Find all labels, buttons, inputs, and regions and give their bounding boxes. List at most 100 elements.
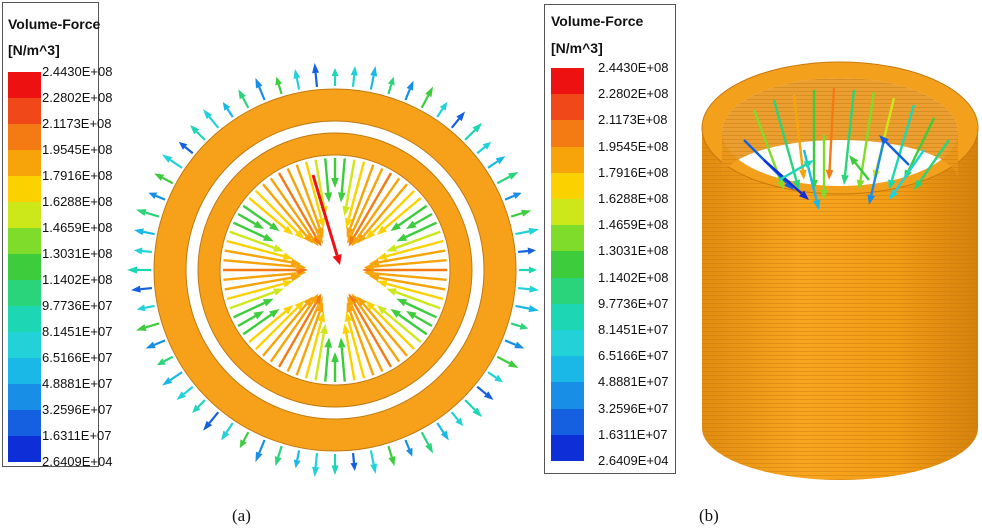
cylinder-vector-head	[914, 179, 923, 190]
inner-vector-shaft	[378, 249, 446, 264]
legend-tick-label: 1.9545E+08	[42, 142, 113, 157]
outer-vector-head	[148, 192, 158, 200]
outer-vector-shaft	[169, 159, 183, 169]
outer-vector-shaft	[515, 304, 530, 310]
inner-vector-shaft	[356, 301, 401, 363]
peak-vector-head	[332, 254, 342, 265]
legend-tick-label: 4.8881E+07	[598, 374, 669, 390]
outer-vector-shaft	[476, 385, 487, 395]
cylinder-vector-head	[799, 169, 807, 180]
outer-vector-shaft	[141, 249, 152, 254]
outer-vector-shaft	[184, 146, 194, 155]
legend-tick-label: 1.7916E+08	[598, 164, 669, 180]
outer-vector-head	[156, 358, 166, 366]
outer-vector-shaft	[496, 355, 511, 365]
inner-vector-head	[253, 220, 264, 229]
inner-vector-shaft	[347, 161, 366, 220]
inner-vector-shaft	[345, 159, 356, 207]
legend-tick-label: 3.2596E+07	[42, 402, 113, 417]
outer-vector-shaft	[487, 160, 499, 169]
outer-vector-head	[221, 430, 230, 441]
inner-vector-shaft	[314, 159, 325, 207]
inner-vector-shaft	[248, 197, 287, 230]
legend-tick-label: 1.4659E+08	[42, 220, 113, 235]
inner-vector-shaft	[352, 172, 393, 239]
legend-tick-label: 4.8881E+07	[42, 376, 113, 391]
inner-vector-head	[390, 308, 401, 318]
inner-vector-head	[309, 293, 319, 305]
legend-swatch	[551, 199, 584, 226]
inner-vector-shaft	[229, 230, 275, 250]
legend-swatch	[8, 124, 41, 150]
inner-vector-head	[342, 323, 350, 335]
inner-vector-head	[262, 233, 274, 242]
inner-vector-head	[331, 352, 339, 362]
inner-vector-shaft	[232, 301, 266, 319]
inner-vector-shaft	[242, 313, 272, 336]
legend-swatch	[8, 150, 41, 176]
cylinder-vector-shaft	[843, 89, 856, 176]
outer-vector-head	[255, 451, 263, 463]
outer-vector-shaft	[464, 399, 476, 411]
legend-tick-label: 1.7916E+08	[42, 168, 113, 183]
outer-vector-head	[162, 377, 173, 386]
inner-vector-head	[269, 222, 280, 232]
legend-title-a: Volume-Force	[8, 16, 101, 32]
legend-swatch	[551, 277, 584, 304]
inner-vector-head	[347, 296, 355, 307]
outer-vector-shaft	[351, 75, 356, 87]
legend-tick-label: 1.6288E+08	[42, 194, 113, 209]
outer-vector-head	[176, 391, 187, 401]
outer-vector-shaft	[450, 118, 460, 129]
inner-vector-shaft	[224, 249, 292, 264]
outer-vector-shaft	[277, 84, 283, 95]
inner-vector-head	[342, 205, 350, 217]
inner-vector-shaft	[224, 276, 292, 291]
outer-coil-inner-edge	[185, 120, 485, 420]
inner-vector-head	[363, 262, 375, 271]
outer-vector-head	[507, 171, 519, 180]
inner-vector-shaft	[371, 306, 416, 351]
outer-vector-head	[255, 77, 263, 89]
legend-unit-a: [N/m^3]	[8, 42, 60, 58]
legend-tick-label: 1.6311E+07	[598, 426, 668, 442]
outer-vector-head	[178, 141, 188, 150]
outer-vector-shaft	[450, 411, 459, 421]
cylinder-vector-shaft	[893, 149, 925, 193]
outer-vector-shaft	[183, 385, 194, 395]
outer-vector-shaft	[162, 176, 174, 185]
outer-vector-head	[293, 459, 301, 469]
cylinder-vector-head	[879, 135, 889, 145]
cylinder-vector-head	[820, 190, 828, 200]
inner-vector-shaft	[362, 183, 408, 237]
legend-tick-label: 6.5166E+07	[42, 350, 113, 365]
cylinder-vector-head	[776, 179, 785, 190]
inner-vector-head	[406, 311, 417, 320]
outer-vector-shaft	[226, 108, 234, 118]
outer-vector-shaft	[436, 108, 444, 118]
outer-vector-head	[425, 86, 434, 98]
outer-vector-head	[203, 109, 213, 120]
legend-tick-label: 9.7736E+07	[42, 298, 113, 313]
outer-vector-shaft	[510, 322, 521, 328]
legend-tick-label: 1.4659E+08	[598, 217, 669, 233]
outer-vector-head	[133, 228, 144, 236]
cylinder-vector-head	[792, 179, 801, 190]
legend-swatch	[551, 408, 584, 435]
outer-vector-head	[274, 456, 282, 467]
outer-vector-head	[514, 341, 525, 349]
inner-vector-shaft	[395, 290, 441, 310]
outer-vector-head	[370, 65, 378, 77]
outer-vector-head	[456, 111, 466, 122]
legend-tick-label: 2.4430E+08	[42, 64, 113, 79]
inner-vector-head	[316, 226, 324, 238]
inner-vector-shaft	[371, 189, 416, 234]
inner-vector-shaft	[223, 259, 297, 268]
outer-vector-head	[472, 122, 483, 133]
outer-vector-head	[370, 463, 378, 475]
legend-swatch	[8, 228, 41, 254]
cylinder-vector-head	[888, 179, 896, 190]
outer-vector-shaft	[518, 286, 530, 291]
outer-vector-shaft	[496, 175, 511, 185]
outer-vector-head	[312, 466, 320, 477]
